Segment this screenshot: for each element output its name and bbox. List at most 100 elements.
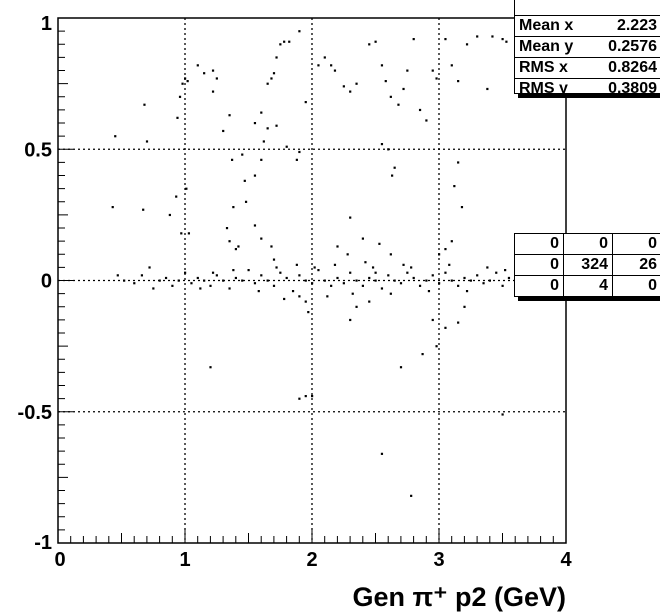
- data-point: [368, 276, 371, 280]
- data-point: [228, 287, 231, 290]
- data-point: [364, 261, 367, 264]
- data-point: [501, 38, 504, 41]
- stats-label: RMS x: [519, 59, 568, 76]
- data-point: [491, 35, 494, 38]
- data-point: [380, 452, 384, 455]
- data-point: [262, 140, 265, 143]
- data-point: [298, 397, 301, 400]
- data-point: [389, 95, 392, 98]
- data-point: [237, 245, 240, 248]
- data-point: [317, 64, 320, 67]
- data-point: [187, 232, 191, 235]
- stats-row-rms-x: RMS x 0.8264: [515, 58, 660, 79]
- data-point: [291, 290, 295, 293]
- data-point: [412, 38, 415, 41]
- data-point: [168, 213, 171, 217]
- data-point: [505, 40, 508, 43]
- y-tick-label: 0: [41, 271, 52, 293]
- data-point: [196, 276, 199, 280]
- data-point: [184, 77, 187, 80]
- data-point: [270, 77, 273, 80]
- data-point: [260, 274, 263, 277]
- data-point: [199, 287, 202, 290]
- stats-row-mean-y: Mean y 0.2576: [515, 37, 660, 58]
- data-point: [243, 179, 246, 182]
- data-point: [486, 266, 489, 269]
- data-point: [355, 305, 358, 308]
- data-point: [215, 274, 218, 277]
- data-point: [230, 158, 234, 161]
- data-point: [116, 274, 119, 277]
- data-point: [421, 353, 424, 356]
- data-point: [374, 271, 377, 274]
- data-point: [140, 274, 144, 277]
- data-point: [111, 206, 114, 209]
- data-point: [152, 287, 155, 290]
- data-point: [279, 43, 282, 46]
- data-point: [438, 282, 441, 285]
- data-point: [164, 276, 168, 280]
- data-point: [463, 305, 466, 308]
- data-point: [209, 284, 212, 287]
- data-point: [313, 266, 316, 269]
- overflow-row: 0 4 0: [515, 275, 660, 296]
- data-point: [342, 282, 345, 285]
- overflow-row: 0 324 26: [515, 254, 660, 275]
- data-point: [448, 263, 451, 266]
- data-point: [380, 143, 384, 146]
- data-point: [444, 326, 447, 329]
- overflow-cell: 0: [550, 235, 559, 252]
- x-tick-label: 1: [179, 549, 190, 571]
- overflow-row: 0 0 0: [515, 233, 660, 254]
- stats-label: RMS y: [519, 80, 568, 97]
- data-point: [175, 195, 178, 198]
- data-point: [463, 276, 466, 280]
- tick-labels: 0 1 2 3 4 -1 -0.5 0 0.5 1: [18, 13, 573, 571]
- y-tick-label: -1: [34, 532, 52, 554]
- data-point: [368, 300, 371, 303]
- data-point: [272, 72, 276, 75]
- data-point: [253, 224, 257, 227]
- stats-value: 0.8264: [608, 59, 657, 76]
- stats-box: Mean x 2.223 Mean y 0.2576 RMS x 0.8264 …: [514, 0, 660, 97]
- data-point: [228, 240, 231, 243]
- overflow-cell: 0: [550, 277, 559, 294]
- data-point: [323, 56, 326, 59]
- data-point: [393, 166, 396, 169]
- data-point: [333, 263, 337, 266]
- data-point: [241, 153, 244, 156]
- data-point: [507, 276, 511, 280]
- data-point: [368, 43, 371, 46]
- data-point: [361, 237, 364, 240]
- overflow-cell: 324: [563, 255, 612, 275]
- data-point: [410, 266, 413, 269]
- data-point: [215, 77, 218, 80]
- data-point: [145, 140, 149, 143]
- data-point: [211, 90, 215, 93]
- x-tick-label: 0: [54, 549, 65, 571]
- data-point: [389, 253, 392, 256]
- data-point: [298, 274, 301, 277]
- x-tick-label: 4: [560, 549, 572, 571]
- data-point: [304, 300, 307, 303]
- data-point: [148, 266, 151, 269]
- data-point: [482, 282, 485, 285]
- data-point: [333, 69, 337, 72]
- data-point: [311, 395, 314, 398]
- data-point: [203, 72, 206, 75]
- data-point: [184, 271, 187, 274]
- data-point: [402, 87, 405, 91]
- x-tick-label: 3: [433, 549, 444, 571]
- x-tick-label: 2: [306, 549, 317, 571]
- data-point: [342, 85, 345, 88]
- data-point: [257, 290, 260, 293]
- data-point: [260, 158, 263, 161]
- data-point: [266, 82, 269, 85]
- overflow-cell: 26: [612, 255, 660, 275]
- data-point: [222, 129, 225, 133]
- data-point: [418, 284, 422, 287]
- data-point: [283, 40, 286, 43]
- data-point: [450, 240, 453, 243]
- data-point: [295, 263, 298, 266]
